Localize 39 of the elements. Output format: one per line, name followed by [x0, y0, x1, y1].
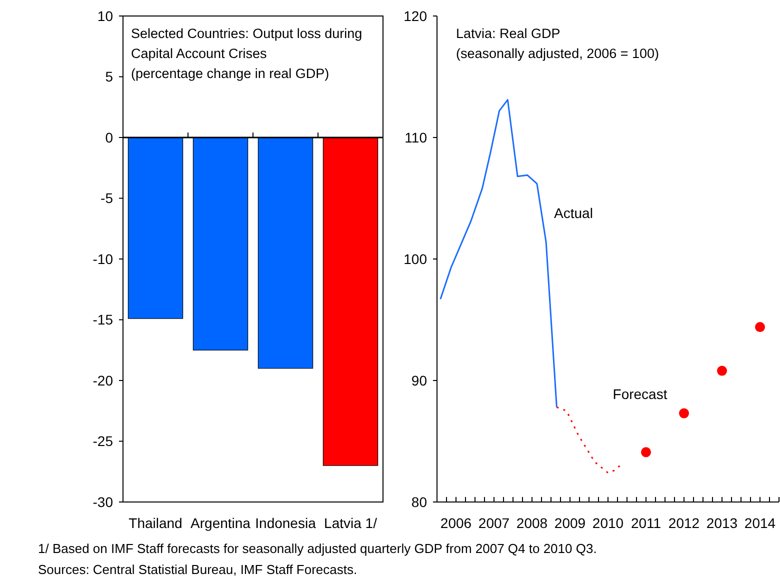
x-tick-label: 2014: [744, 515, 776, 531]
x-tick-label: 2012: [668, 515, 700, 531]
y-tick-label: 100: [404, 250, 428, 267]
y-tick-label: 10: [97, 8, 114, 24]
y-tick-label: 80: [411, 494, 428, 510]
y-tick-label: 0: [105, 129, 114, 146]
y-tick-label: -20: [92, 372, 114, 388]
y-tick-label: 110: [404, 129, 428, 146]
x-tick-label: 2007: [478, 515, 510, 531]
source-note: Sources: Central Statistial Bureau, IMF Staff Forecasts.: [38, 562, 358, 577]
y-tick-label: 120: [404, 8, 428, 24]
text: Selected Countries: Output loss during Capital Account Crises: [131, 26, 362, 61]
x-tick-label: Thailand: [128, 515, 182, 531]
series-label: Actual: [554, 204, 593, 221]
point: [679, 408, 689, 418]
y-tick-label: -30: [92, 494, 114, 510]
x-tick-label: 2009: [554, 515, 586, 531]
point: [755, 322, 765, 332]
point: [641, 447, 651, 458]
text: Forecast: [612, 386, 668, 402]
y-tick-label: -5: [100, 190, 114, 206]
y-tick-label: 5: [105, 68, 114, 85]
x-tick-label: 2011: [630, 515, 662, 531]
x-tick-label: 2010: [592, 515, 624, 531]
x-tick-label: 2013: [706, 515, 738, 531]
x-tick-label: Latvia 1/: [324, 515, 378, 531]
y-tick-label: -15: [92, 312, 114, 328]
x-tick-label: 2008: [516, 515, 548, 531]
text: (percentage change in real GDP): [131, 66, 330, 81]
text: 1/ Based on IMF Staff forecasts for seasonally adjusted quarterly GDP from 2007 Q4 to 2010 Q3.: [38, 541, 597, 556]
text: Latvia: Real GDP: [456, 26, 560, 41]
y-tick-label: -25: [92, 433, 114, 450]
x-tick-label: Indonesia: [255, 515, 316, 531]
point: [717, 366, 727, 376]
x-tick-label: 2006: [440, 515, 472, 531]
y-tick-label: 90: [411, 372, 428, 388]
x-tick-label: Argentina: [190, 515, 251, 531]
text: (seasonally adjusted, 2006 = 100): [456, 46, 660, 61]
y-tick-label: -10: [92, 250, 114, 267]
